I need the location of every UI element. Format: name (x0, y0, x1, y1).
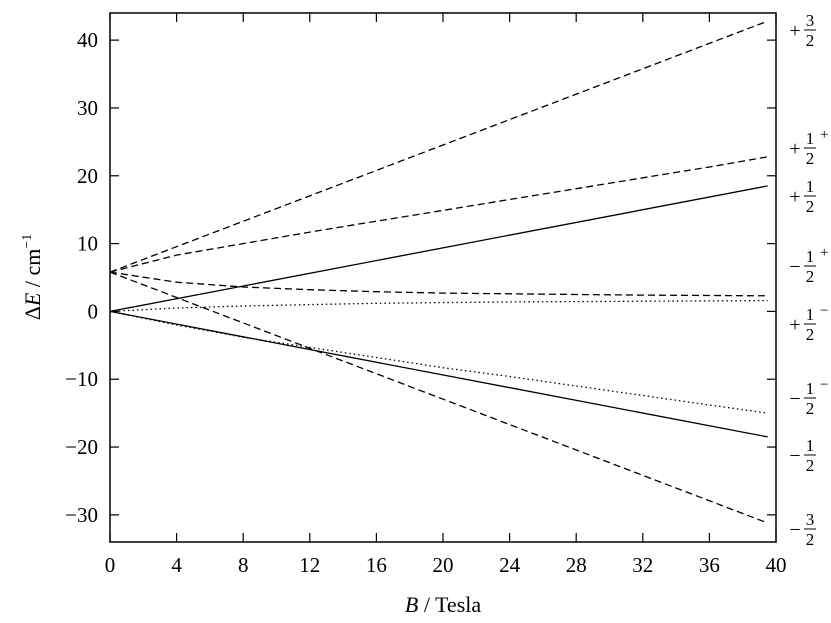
state-label-numerator: 1 (806, 177, 815, 196)
state-label-denominator: 2 (806, 31, 815, 50)
x-axis-symbol: B (405, 592, 418, 617)
series-line-1 (109, 20, 768, 273)
x-tick-label: 36 (699, 553, 720, 577)
state-label-denominator: 2 (806, 530, 815, 549)
x-axis-title: B / Tesla (405, 592, 482, 617)
state-label-7: −12 (789, 436, 816, 475)
x-tick-labels: 0 4 8 12 16 20 24 28 32 36 40 (105, 553, 787, 577)
state-label-denominator: 2 (806, 325, 815, 344)
y-tick-labels: −30 −20 −10 0 10 20 30 40 (65, 28, 98, 527)
state-label-numerator: 3 (806, 510, 815, 529)
x-tick-label: 0 (105, 553, 116, 577)
state-label-4: −12 + (789, 245, 828, 286)
state-label-1: +32 (789, 11, 816, 50)
series-line-4 (109, 271, 768, 297)
x-tick-label: 40 (766, 553, 787, 577)
x-tick-label: 20 (433, 553, 454, 577)
state-label-superscript: + (820, 127, 828, 143)
x-tick-label: 4 (171, 553, 182, 577)
state-label-sign: − (789, 519, 800, 541)
state-label-sign: − (789, 445, 800, 467)
series-line-5 (109, 299, 768, 313)
state-label-superscript: − (820, 303, 828, 319)
y-tick-label: 10 (77, 232, 98, 256)
state-label-superscript: + (820, 245, 828, 261)
state-label-numerator: 1 (806, 436, 815, 455)
state-label-2: +12 + (789, 127, 828, 168)
state-label-sign: − (789, 256, 800, 278)
x-tick-label: 32 (632, 553, 653, 577)
state-label-6: −12− (789, 377, 828, 418)
x-tick-label: 12 (299, 553, 320, 577)
state-label-numerator: 1 (806, 129, 815, 148)
state-label-5: +12− (789, 303, 828, 344)
y-tick-label: 40 (77, 28, 98, 52)
series-line-2 (109, 156, 768, 273)
state-label-denominator: 2 (806, 267, 815, 286)
y-axis-unit: / cm (20, 249, 45, 293)
state-label-sign: + (789, 186, 800, 208)
state-label-superscript: − (820, 377, 828, 393)
y-axis-symbol: E (20, 292, 45, 307)
state-label-sign: − (789, 388, 800, 410)
state-label-3: +12 (789, 177, 816, 216)
series-line-7 (109, 310, 768, 438)
x-tick-label: 8 (238, 553, 249, 577)
series-line-8 (109, 271, 768, 524)
state-label-numerator: 3 (806, 11, 815, 30)
series-line-3 (109, 185, 768, 313)
state-label-denominator: 2 (806, 149, 815, 168)
plot-area-frame (109, 12, 777, 543)
state-label-denominator: 2 (806, 456, 815, 475)
y-tick-label: 0 (88, 299, 99, 323)
x-tick-label: 28 (566, 553, 587, 577)
state-label-sign: + (789, 20, 800, 42)
x-tick-label: 16 (366, 553, 387, 577)
state-label-numerator: 1 (806, 305, 815, 324)
state-label-sign: + (789, 314, 800, 336)
tick-marks (109, 13, 777, 542)
y-tick-label: 20 (77, 164, 98, 188)
x-axis-unit: / Tesla (418, 592, 481, 617)
y-axis-title: ΔE / cm−1 (20, 234, 45, 321)
y-tick-label: −30 (65, 503, 98, 527)
y-axis-delta: Δ (20, 306, 45, 320)
x-tick-label: 24 (499, 553, 521, 577)
y-tick-label: 30 (77, 96, 98, 120)
y-axis-exponent: −1 (20, 234, 35, 249)
state-label-sign: + (789, 138, 800, 160)
y-tick-label: −10 (65, 367, 98, 391)
state-label-numerator: 1 (806, 379, 815, 398)
state-label-denominator: 2 (806, 197, 815, 216)
y-tick-label: −20 (65, 435, 98, 459)
state-label-8: −32 (789, 510, 816, 549)
series-lines (109, 20, 768, 524)
state-label-denominator: 2 (806, 399, 815, 418)
state-label-numerator: 1 (806, 247, 815, 266)
series-labels: +32+ 12++ 12− 12++ 12−− 12−− 12− 32 (789, 11, 828, 549)
